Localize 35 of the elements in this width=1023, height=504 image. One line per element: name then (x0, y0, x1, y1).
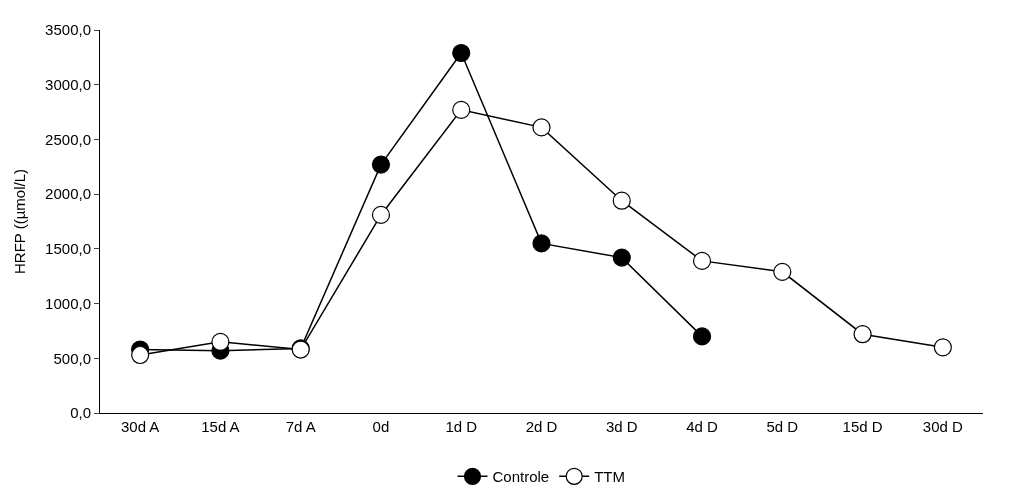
x-tick-label: 30d D (922, 418, 964, 435)
point (532, 118, 551, 137)
point (612, 191, 631, 210)
y-tick-label: 1000,0 (45, 294, 91, 312)
legend-label: TTM (594, 468, 626, 486)
x-tick-label: 2d D (525, 418, 558, 435)
point (131, 345, 150, 365)
point (371, 155, 391, 174)
x-tick-label: 15d D (842, 418, 883, 435)
y-tick-label: 1500,0 (45, 240, 91, 258)
y-tick-label: 3500,0 (45, 21, 91, 39)
y-tick-label: 3000,0 (45, 75, 91, 93)
point (211, 332, 230, 351)
point (773, 262, 792, 281)
y-tick-label: 2500,0 (45, 130, 91, 148)
x-tick-label: 1d D (445, 418, 478, 435)
x-tick-label: 7d A (285, 418, 316, 435)
point (692, 327, 712, 346)
y-tick-label: 2000,0 (45, 185, 91, 203)
x-tick-label: 4d D (686, 418, 719, 435)
x-tick-label: 3d D (605, 418, 638, 435)
point (532, 234, 551, 253)
y-axis-title: HRFP ((µmol/L) (11, 168, 29, 275)
point (452, 100, 471, 119)
point (371, 205, 391, 225)
legend-label: Controle (492, 468, 550, 486)
x-tick-label: 15d A (201, 418, 240, 435)
x-tick-label: 0d (372, 418, 390, 435)
y-tick-label: 500,0 (53, 349, 91, 367)
point (612, 248, 631, 267)
x-tick-label: 30d A (120, 418, 160, 435)
y-tick-label: 0,0 (70, 404, 91, 422)
x-tick-label: 5d D (766, 418, 799, 435)
point (452, 43, 471, 63)
point (853, 325, 872, 344)
